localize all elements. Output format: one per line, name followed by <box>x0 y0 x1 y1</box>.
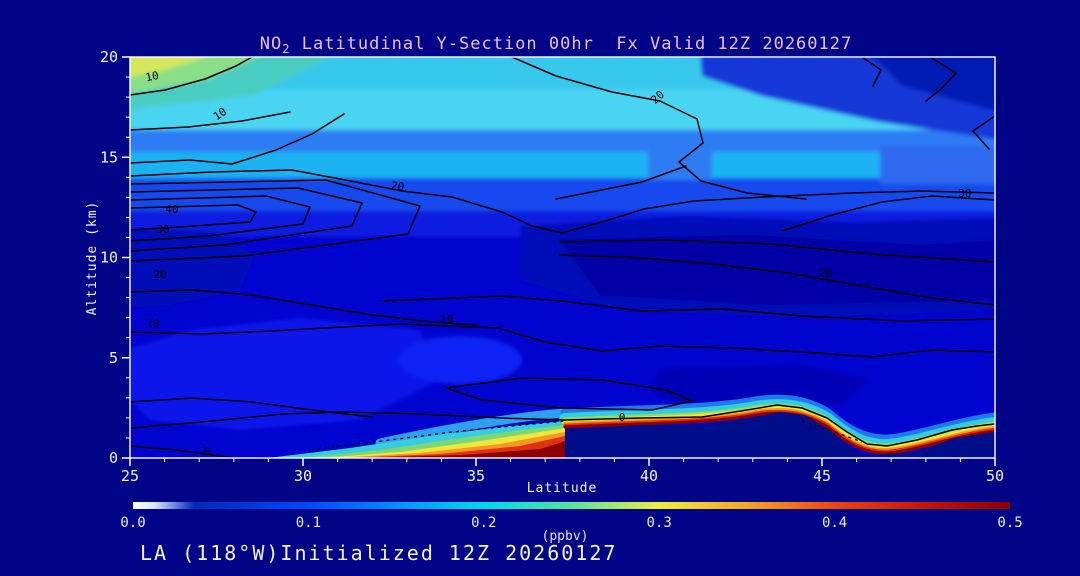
contour-line-label: 10 <box>211 105 229 123</box>
colorbar-gradient-bar <box>133 502 1010 509</box>
colorbar-tick-label: 0.0 <box>120 515 145 531</box>
colorbar: 0.0 0.1 0.2 0.3 0.4 0.5 (ppbv) <box>120 502 1023 544</box>
y-axis-title: Altitude (km) <box>85 201 100 316</box>
colorbar-tick-label: 0.1 <box>296 515 321 531</box>
surface-plume <box>268 408 570 458</box>
y-tick-label: 5 <box>109 349 118 367</box>
contour-lines <box>130 57 995 458</box>
colorbar-tick-label: 0.5 <box>997 515 1022 531</box>
contour-line-label: 20 <box>390 179 405 194</box>
chart-title: NO2 Latitudinal Y-Section 00hr Fx Valid … <box>260 34 852 56</box>
colorbar-tick-label: 0.2 <box>471 515 496 531</box>
y-tick-label: 15 <box>100 148 118 166</box>
contour-line-label: 10 <box>146 317 160 331</box>
y-tick-label: 20 <box>100 48 118 66</box>
terrain-mask <box>565 412 995 458</box>
contour-line-label: 30 <box>156 223 169 236</box>
x-tick-label: 25 <box>121 467 139 485</box>
y-tick-label: 0 <box>109 449 118 467</box>
colorbar-tick-label: 0.3 <box>647 515 672 531</box>
contour-line-label: 20 <box>153 268 166 281</box>
contour-line-label: 40 <box>165 203 178 216</box>
contour-line-label: 20 <box>818 266 833 281</box>
axis-ticks <box>122 56 996 466</box>
colorbar-units: (ppbv) <box>542 529 589 544</box>
contour-line-label: 0 <box>619 411 626 424</box>
x-tick-label: 40 <box>640 467 658 485</box>
x-tick-label: 30 <box>294 467 312 485</box>
x-tick-labels: 25 30 35 40 45 50 <box>121 467 1004 485</box>
x-tick-label: 45 <box>813 467 831 485</box>
y-tick-labels: 0 5 10 15 20 <box>100 48 118 467</box>
x-tick-label: 50 <box>986 467 1004 485</box>
footer-run-info: LA (118°W)Initialized 12Z 20260127 <box>140 541 617 565</box>
contour-line-label: 30 <box>958 187 971 200</box>
contour-line-label: 10 <box>440 313 453 326</box>
contour-line-label: 10 <box>144 69 160 84</box>
contour-line-label: 0 <box>201 444 212 458</box>
x-tick-label: 35 <box>467 467 485 485</box>
y-tick-label: 10 <box>100 249 118 267</box>
colorbar-tick-label: 0.4 <box>822 515 847 531</box>
colorbar-tick-labels: 0.0 0.1 0.2 0.3 0.4 0.5 <box>120 515 1022 531</box>
x-axis-title: Latitude <box>527 481 598 496</box>
